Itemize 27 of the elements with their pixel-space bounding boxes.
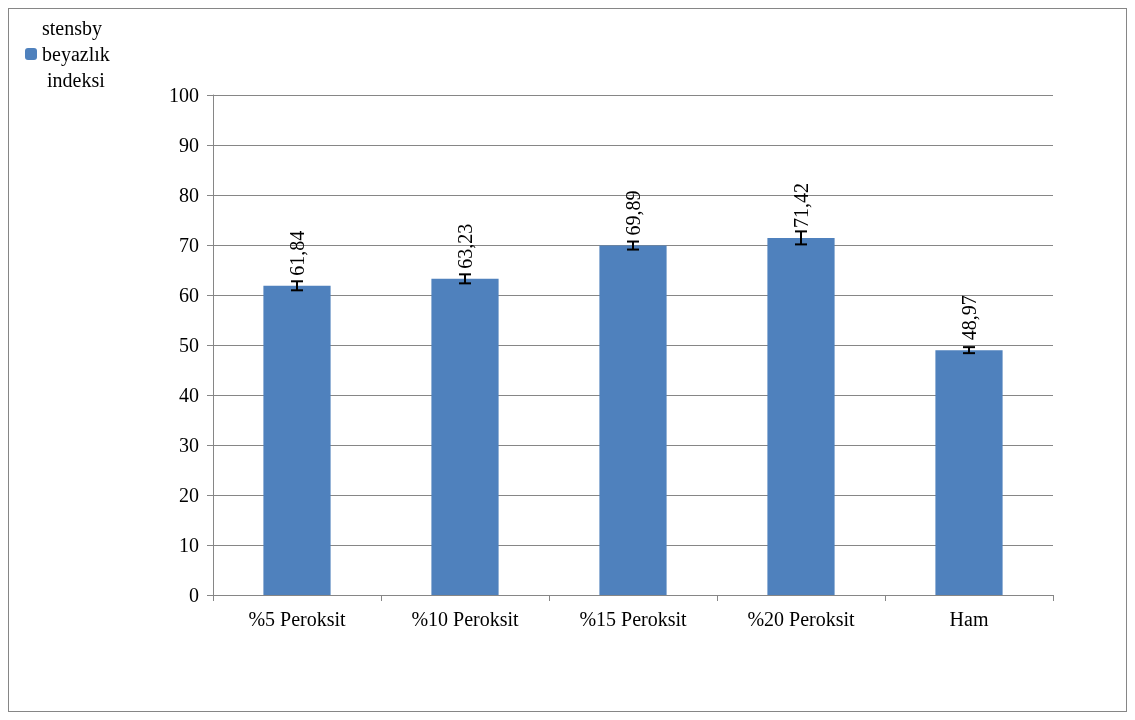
data-label: 63,23: [454, 223, 476, 269]
bar: [263, 285, 331, 595]
bar: [935, 350, 1003, 595]
y-tick-label: 30: [179, 434, 199, 456]
y-tick-label: 70: [179, 234, 199, 256]
x-tick-label: %5 Peroksit: [248, 608, 347, 630]
bar: [431, 278, 499, 595]
data-label: 61,84: [286, 230, 308, 276]
data-label: 48,97: [958, 295, 980, 341]
data-label: 69,89: [622, 190, 644, 236]
y-tick-label: 60: [179, 284, 199, 306]
y-tick-label: 0: [189, 584, 199, 606]
x-tick-label: %20 Peroksit: [747, 608, 856, 630]
y-tick-label: 10: [179, 534, 199, 556]
y-tick-label: 80: [179, 184, 199, 206]
bar: [599, 245, 667, 595]
y-tick-label: 40: [179, 384, 199, 406]
y-tick-label: 20: [179, 484, 199, 506]
x-tick-label: %10 Peroksit: [411, 608, 520, 630]
x-tick-label: Ham: [949, 608, 989, 630]
y-tick-label: 90: [179, 134, 199, 156]
y-tick-label: 100: [169, 84, 199, 106]
x-tick-label: %15 Peroksit: [579, 608, 688, 630]
legend-label: stensby beyazlık indeksi: [42, 17, 110, 91]
y-tick-label: 50: [179, 334, 199, 356]
bar: [767, 237, 835, 595]
data-label: 71,42: [790, 182, 812, 228]
